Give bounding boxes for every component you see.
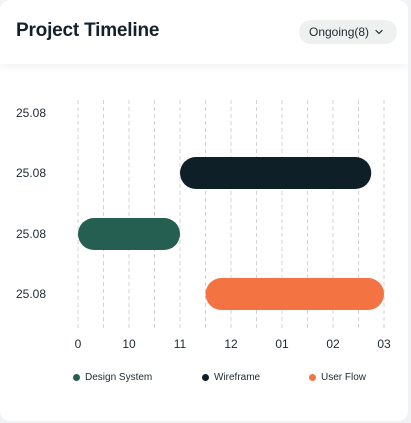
- x-axis-tick-label: 02: [326, 337, 340, 351]
- x-axis-tick-label: 11: [174, 337, 187, 351]
- chart-legend: Design System Wireframe User Flow: [0, 372, 408, 386]
- y-axis-label: 25.08: [16, 106, 46, 120]
- x-axis-tick-label: 01: [275, 337, 289, 351]
- y-axis-label: 25.08: [16, 227, 46, 241]
- legend-label: Design System: [85, 372, 153, 383]
- y-axis-label: 25.08: [16, 166, 46, 180]
- page-title: Project Timeline: [16, 20, 160, 41]
- timeline-bar-design-system: [78, 218, 180, 250]
- x-axis-tick-label: 10: [122, 337, 136, 351]
- timeline-bar-user-flow: [205, 278, 384, 310]
- legend-item-design-system: Design System: [73, 372, 152, 383]
- timeline-chart: 25.08 25.08 25.08 25.08 0 10 11 12 01 02 03: [16, 100, 391, 351]
- status-filter-dropdown[interactable]: Ongoing(8): [299, 20, 397, 44]
- card-header: Project Timeline Ongoing(8): [0, 0, 408, 64]
- legend-label: User Flow: [321, 372, 367, 383]
- x-axis-tick-label: 12: [224, 337, 238, 351]
- status-filter-label: Ongoing(8): [309, 25, 370, 39]
- legend-item-wireframe: Wireframe: [202, 372, 260, 383]
- legend-dot: [202, 374, 209, 381]
- x-axis-tick-label: 03: [377, 337, 391, 351]
- x-axis-tick-label: 0: [75, 337, 82, 351]
- y-axis-label: 25.08: [16, 287, 46, 301]
- legend-dot: [309, 374, 316, 381]
- legend-item-user-flow: User Flow: [309, 372, 366, 383]
- legend-label: Wireframe: [214, 372, 261, 383]
- chevron-down-icon: [375, 29, 383, 35]
- legend-dot: [73, 374, 80, 381]
- timeline-bar-wireframe: [180, 157, 372, 189]
